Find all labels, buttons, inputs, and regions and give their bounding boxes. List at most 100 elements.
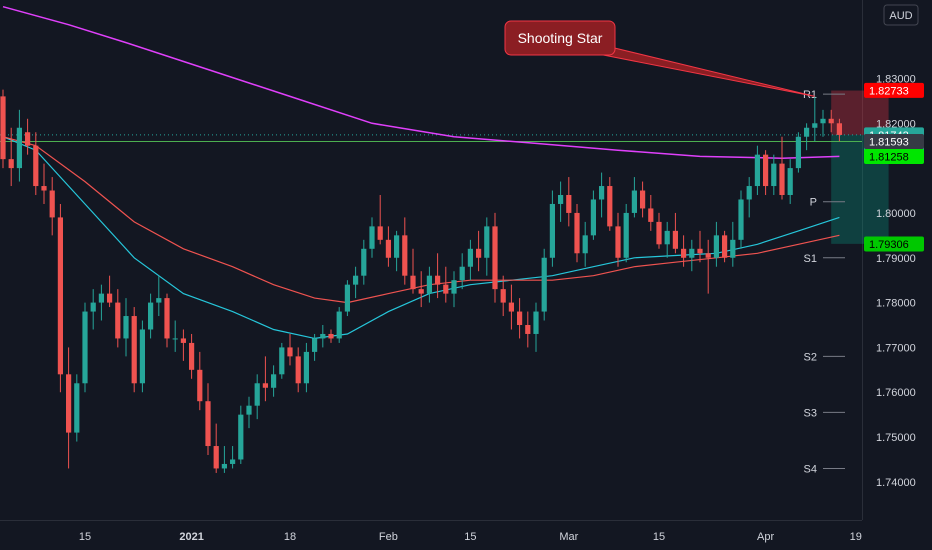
candle-body[interactable]	[115, 302, 121, 339]
candle-body[interactable]	[779, 163, 785, 195]
candle-body[interactable]	[139, 329, 145, 384]
candle-body[interactable]	[459, 266, 465, 281]
candle-body[interactable]	[254, 383, 260, 406]
candle-body[interactable]	[8, 159, 14, 169]
candle-body[interactable]	[328, 333, 334, 339]
candle-body[interactable]	[246, 405, 252, 415]
candle-body[interactable]	[508, 302, 514, 312]
candle-body[interactable]	[795, 136, 801, 169]
candle-body[interactable]	[148, 302, 154, 330]
candle-body[interactable]	[549, 203, 555, 258]
candle-body[interactable]	[451, 280, 457, 294]
candle-body[interactable]	[33, 145, 39, 187]
candle-body[interactable]	[426, 275, 432, 294]
candle-body[interactable]	[738, 199, 744, 240]
candle-body[interactable]	[771, 163, 777, 187]
candle-body[interactable]	[189, 342, 195, 370]
candle-body[interactable]	[262, 383, 268, 388]
candle-body[interactable]	[361, 248, 367, 276]
candle-body[interactable]	[689, 248, 695, 258]
candle-body[interactable]	[41, 186, 47, 191]
candle-body[interactable]	[271, 374, 277, 388]
candle-body[interactable]	[582, 235, 588, 254]
candle-body[interactable]	[385, 239, 391, 258]
candle-body[interactable]	[287, 347, 293, 357]
candle-body[interactable]	[730, 239, 736, 258]
candle-body[interactable]	[525, 325, 531, 334]
candle-body[interactable]	[66, 374, 72, 433]
candle-body[interactable]	[590, 199, 596, 236]
candle-body[interactable]	[74, 383, 80, 433]
candle-body[interactable]	[607, 186, 613, 227]
candle-body[interactable]	[418, 289, 424, 294]
candle-body[interactable]	[648, 208, 654, 222]
candle-body[interactable]	[295, 356, 301, 384]
candle-body[interactable]	[221, 463, 227, 469]
currency-box[interactable]	[883, 4, 919, 26]
candle-body[interactable]	[49, 190, 55, 218]
candle-body[interactable]	[484, 226, 490, 258]
candle-body[interactable]	[164, 298, 170, 339]
annotation-box[interactable]	[504, 20, 616, 56]
candle-body[interactable]	[492, 226, 498, 290]
candle-body[interactable]	[640, 190, 646, 209]
candle-body[interactable]	[180, 338, 186, 343]
candle-body[interactable]	[25, 132, 31, 146]
candle-body[interactable]	[828, 118, 834, 124]
candle-body[interactable]	[558, 195, 564, 204]
candle-body[interactable]	[410, 275, 416, 290]
candle-body[interactable]	[98, 293, 104, 303]
candle-body[interactable]	[435, 275, 441, 285]
candle-body[interactable]	[238, 414, 244, 460]
candle-body[interactable]	[16, 127, 22, 169]
candle-body[interactable]	[533, 311, 539, 334]
candle-body[interactable]	[107, 293, 113, 303]
candle-body[interactable]	[467, 248, 473, 267]
candle-body[interactable]	[172, 338, 178, 340]
candle-body[interactable]	[713, 235, 719, 258]
candle-body[interactable]	[213, 446, 219, 469]
candle-body[interactable]	[82, 311, 88, 384]
candle-body[interactable]	[664, 230, 670, 245]
candle-body[interactable]	[57, 217, 63, 375]
candle-body[interactable]	[230, 459, 236, 464]
candle-body[interactable]	[631, 190, 637, 213]
candle-body[interactable]	[574, 212, 580, 254]
candle-body[interactable]	[754, 154, 760, 187]
candle-body[interactable]	[369, 226, 375, 249]
candle-body[interactable]	[320, 333, 326, 339]
candle-body[interactable]	[623, 212, 629, 258]
candle-body[interactable]	[312, 338, 318, 352]
candle-body[interactable]	[0, 96, 6, 160]
candle-body[interactable]	[353, 275, 359, 285]
candle-body[interactable]	[787, 168, 793, 195]
candle-body[interactable]	[131, 316, 137, 384]
candle-body[interactable]	[443, 284, 449, 294]
candle-body[interactable]	[722, 235, 728, 258]
candle-body[interactable]	[541, 257, 547, 312]
candle-body[interactable]	[90, 302, 96, 312]
candle-body[interactable]	[394, 235, 400, 258]
candle-body[interactable]	[804, 127, 810, 137]
candle-body[interactable]	[746, 186, 752, 200]
candle-body[interactable]	[672, 230, 678, 249]
candle-body[interactable]	[279, 347, 285, 375]
candle-body[interactable]	[123, 316, 129, 339]
candle-body[interactable]	[336, 311, 342, 339]
candle-body[interactable]	[156, 298, 162, 303]
candle-body[interactable]	[836, 123, 842, 135]
candle-body[interactable]	[763, 154, 769, 187]
candle-body[interactable]	[205, 401, 211, 447]
candle-body[interactable]	[344, 284, 350, 312]
candle-body[interactable]	[377, 226, 383, 240]
candle-body[interactable]	[697, 248, 703, 254]
candle-body[interactable]	[500, 289, 506, 303]
candle-body[interactable]	[476, 248, 482, 258]
candle-body[interactable]	[402, 235, 408, 276]
candle-body[interactable]	[599, 186, 605, 200]
candle-body[interactable]	[681, 248, 687, 258]
candle-body[interactable]	[615, 226, 621, 258]
candle-body[interactable]	[197, 369, 203, 402]
candle-body[interactable]	[517, 311, 523, 325]
